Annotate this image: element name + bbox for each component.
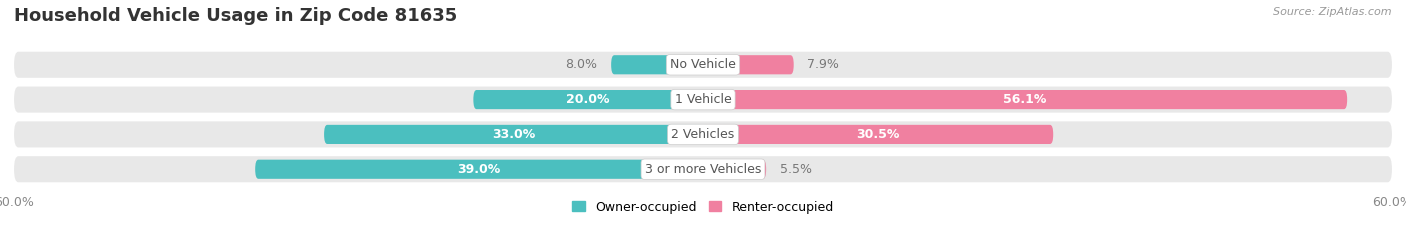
FancyBboxPatch shape bbox=[323, 125, 703, 144]
Text: Household Vehicle Usage in Zip Code 81635: Household Vehicle Usage in Zip Code 8163… bbox=[14, 7, 457, 25]
FancyBboxPatch shape bbox=[612, 55, 703, 74]
Legend: Owner-occupied, Renter-occupied: Owner-occupied, Renter-occupied bbox=[568, 196, 838, 219]
Text: 2 Vehicles: 2 Vehicles bbox=[672, 128, 734, 141]
Text: 39.0%: 39.0% bbox=[457, 163, 501, 176]
Text: Source: ZipAtlas.com: Source: ZipAtlas.com bbox=[1274, 7, 1392, 17]
FancyBboxPatch shape bbox=[14, 156, 1392, 182]
Text: 7.9%: 7.9% bbox=[807, 58, 839, 71]
Text: 5.5%: 5.5% bbox=[780, 163, 811, 176]
FancyBboxPatch shape bbox=[14, 121, 1392, 147]
FancyBboxPatch shape bbox=[14, 87, 1392, 113]
FancyBboxPatch shape bbox=[474, 90, 703, 109]
Text: 33.0%: 33.0% bbox=[492, 128, 536, 141]
Text: 56.1%: 56.1% bbox=[1004, 93, 1046, 106]
Text: 8.0%: 8.0% bbox=[565, 58, 598, 71]
Text: No Vehicle: No Vehicle bbox=[671, 58, 735, 71]
Text: 20.0%: 20.0% bbox=[567, 93, 610, 106]
Text: 30.5%: 30.5% bbox=[856, 128, 900, 141]
FancyBboxPatch shape bbox=[703, 125, 1053, 144]
FancyBboxPatch shape bbox=[703, 55, 794, 74]
FancyBboxPatch shape bbox=[703, 160, 766, 179]
Text: 3 or more Vehicles: 3 or more Vehicles bbox=[645, 163, 761, 176]
FancyBboxPatch shape bbox=[703, 90, 1347, 109]
FancyBboxPatch shape bbox=[256, 160, 703, 179]
Text: 1 Vehicle: 1 Vehicle bbox=[675, 93, 731, 106]
FancyBboxPatch shape bbox=[14, 52, 1392, 78]
